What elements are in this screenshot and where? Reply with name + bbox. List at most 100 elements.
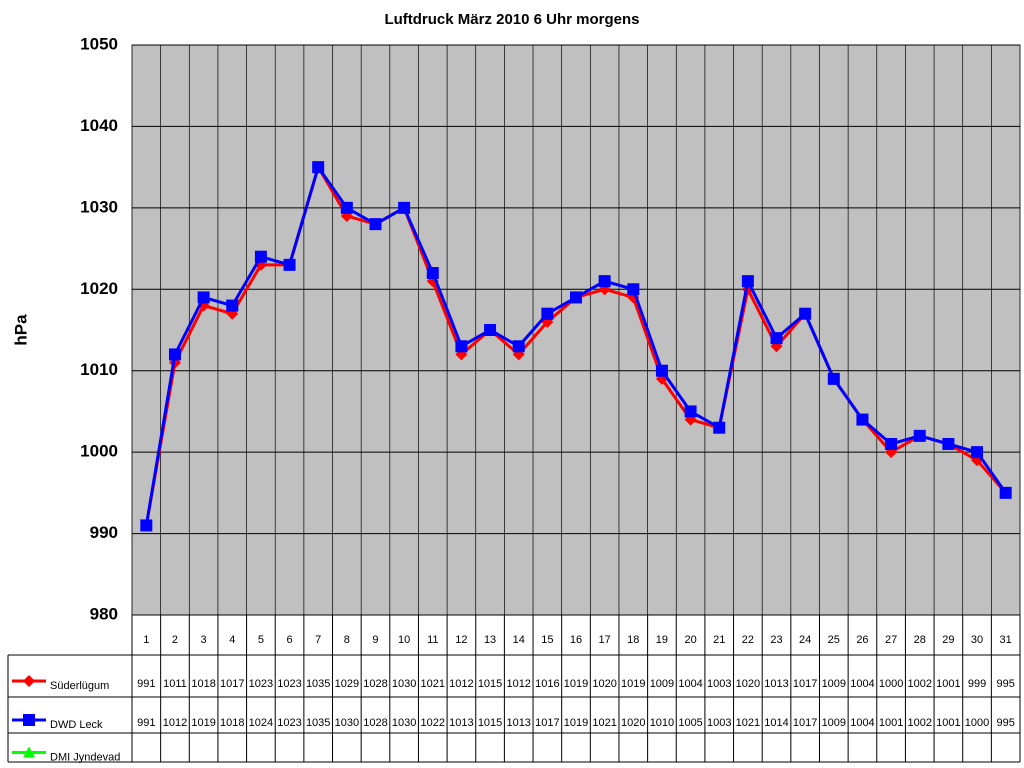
data-point [741,275,754,288]
table-cell: 1021 [592,717,616,729]
data-point [913,429,926,442]
data-point [369,218,382,231]
y-tick-label: 1010 [80,360,118,379]
table-cell: 1020 [736,678,760,690]
data-point [312,161,325,174]
x-tick-label: 4 [229,634,235,646]
x-tick-label: 8 [344,634,350,646]
data-point [23,746,35,758]
table-cell: 1024 [249,717,273,729]
table-cell: 1019 [564,717,588,729]
x-tick-label: 11 [427,634,438,646]
data-point [684,405,697,418]
data-point [398,201,411,214]
table-cell: 1009 [822,717,846,729]
y-tick-label: 1000 [80,442,118,461]
table-cell: 1019 [621,678,645,690]
data-point [426,267,439,279]
table-cell: 1029 [335,678,359,690]
table-cell: 1011 [163,678,187,690]
data-point [541,307,554,320]
table-cell: 1028 [363,717,387,729]
x-tick-label: 27 [885,634,897,646]
table-cell: 991 [137,717,155,729]
table-cell: 1005 [678,717,702,729]
data-point [23,714,35,726]
table-cell: 1023 [277,717,301,729]
y-axis-label: hPa [11,314,30,346]
table-cell: 1017 [793,678,817,690]
data-point [885,438,898,450]
data-point [340,201,353,214]
table-cell: 991 [137,678,155,690]
table-cell: 1012 [163,717,187,729]
data-point [655,364,668,377]
x-tick-label: 23 [770,634,782,646]
data-point [856,413,869,426]
x-tick-label: 9 [372,634,378,646]
x-tick-label: 25 [828,634,840,646]
table-cell: 1013 [506,717,530,729]
x-tick-label: 12 [455,634,467,646]
data-point [226,299,239,312]
table-cell: 999 [968,678,986,690]
x-tick-label: 21 [713,634,725,646]
table-cell: 1030 [392,717,416,729]
table-cell: 1020 [592,678,616,690]
table-cell: 1021 [736,717,760,729]
table-cell: 1035 [306,678,330,690]
data-point [770,332,783,345]
table-cell: 1009 [650,678,674,690]
legend-label: DWD Leck [50,719,103,731]
data-point [827,372,840,385]
data-point [942,438,955,450]
x-tick-label: 28 [914,634,926,646]
chart-title: Luftdruck März 2010 6 Uhr morgens [384,11,639,28]
data-point [598,275,611,288]
table-cell: 1014 [764,717,788,729]
table-cell: 1016 [535,678,559,690]
x-tick-label: 31 [1000,634,1012,646]
table-cell: 1021 [421,678,445,690]
x-tick-label: 26 [856,634,868,646]
data-point [140,519,153,532]
data-point [799,307,812,320]
x-tick-label: 18 [627,634,639,646]
x-tick-label: 6 [286,634,292,646]
table-cell: 1030 [392,678,416,690]
table-cell: 1017 [793,717,817,729]
data-point [283,258,296,271]
table-cell: 1022 [421,717,445,729]
table-cell: 1015 [478,678,502,690]
data-point [627,283,640,296]
table-cell: 1013 [764,678,788,690]
data-point [197,291,210,304]
data-point [254,250,267,263]
table-cell: 1009 [822,678,846,690]
x-tick-label: 5 [258,634,264,646]
table-cell: 1001 [936,678,960,690]
table-cell: 1015 [478,717,502,729]
table-cell: 1020 [621,717,645,729]
x-tick-label: 2 [172,634,178,646]
table-cell: 1003 [707,717,731,729]
x-tick-label: 13 [484,634,496,646]
table-cell: 1001 [936,717,960,729]
y-tick-label: 1020 [80,279,118,298]
table-cell: 1018 [191,678,215,690]
table-cell: 1000 [965,717,989,729]
data-point [23,675,35,687]
legend-label: Süderlügum [50,680,109,692]
y-tick-label: 1030 [80,197,118,216]
x-tick-label: 19 [656,634,668,646]
table-cell: 1002 [907,717,931,729]
data-point [484,324,497,336]
table-cell: 1018 [220,717,244,729]
table-cell: 1000 [879,678,903,690]
table-cell: 1019 [191,717,215,729]
x-tick-label: 30 [971,634,983,646]
table-cell: 1012 [506,678,530,690]
x-tick-label: 15 [541,634,553,646]
y-tick-label: 980 [90,604,118,623]
